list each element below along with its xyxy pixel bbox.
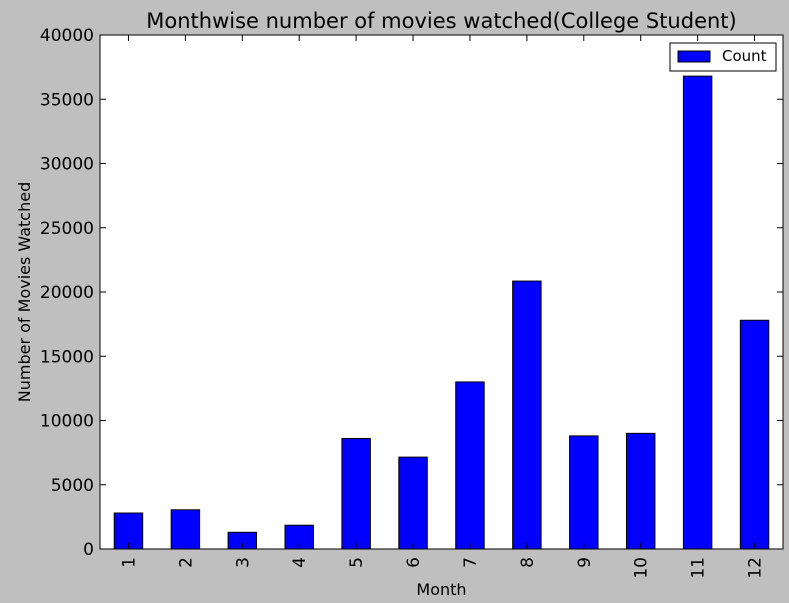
legend-swatch	[677, 50, 711, 63]
bar-month-11	[682, 75, 713, 550]
x-tick-label: 10	[632, 557, 652, 579]
x-tick-label: 7	[461, 557, 481, 568]
bar-month-9	[569, 435, 599, 550]
x-tick-label: 9	[575, 557, 595, 568]
y-tick-label: 15000	[40, 347, 94, 367]
y-tick-label: 5000	[51, 476, 94, 496]
x-tick-label: 12	[746, 557, 766, 579]
bar-month-12	[739, 319, 770, 550]
y-tick-label: 10000	[40, 412, 94, 432]
x-tick-label: 11	[689, 557, 709, 579]
y-tick-label: 40000	[40, 26, 94, 46]
legend-label: Count	[722, 47, 767, 65]
x-axis-label: Month	[416, 580, 466, 599]
bar-month-5	[341, 437, 371, 550]
plot-area	[100, 35, 783, 549]
y-axis-ticks: 0 5000 10000 15000 20000 25000 30000 35000 40000	[40, 26, 783, 560]
x-tick-label: 5	[347, 557, 367, 568]
y-tick-label: 20000	[40, 283, 94, 303]
legend: Count	[669, 42, 777, 72]
y-tick-label: 30000	[40, 155, 94, 175]
y-tick-label: 25000	[40, 219, 94, 239]
x-tick-label: 1	[119, 557, 139, 568]
x-tick-label: 3	[233, 557, 253, 568]
bar-month-10	[625, 432, 656, 550]
bar-month-8	[512, 280, 542, 550]
y-tick-label: 0	[83, 540, 94, 560]
plot-frame	[99, 34, 784, 550]
bar-month-2	[170, 509, 201, 550]
y-axis-label: Number of Movies Watched	[15, 182, 34, 402]
bar-month-6	[398, 456, 428, 550]
bar-month-7	[455, 381, 485, 550]
bars-group	[113, 75, 770, 550]
x-axis-ticks: 1 2 3 4 5 6 7 8 9 10 11 12	[119, 35, 766, 579]
chart-title: Monthwise number of movies watched(Colle…	[146, 9, 736, 33]
x-tick-label: 4	[290, 557, 310, 568]
x-tick-label: 2	[176, 557, 196, 568]
x-tick-label: 6	[404, 557, 424, 568]
x-tick-label: 8	[518, 557, 538, 568]
y-tick-label: 35000	[40, 90, 94, 110]
